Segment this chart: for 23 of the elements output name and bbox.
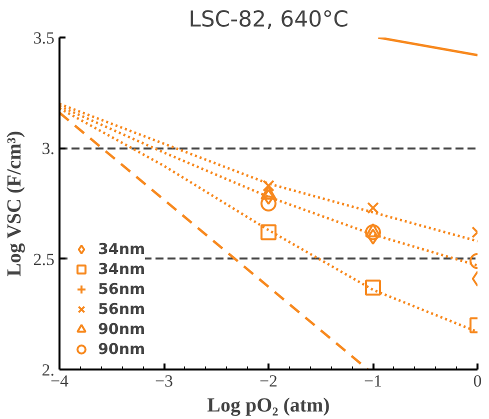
- x-axis-title: Log pO₂ (atm): [207, 394, 330, 416]
- legend-label: 34nm: [98, 240, 146, 258]
- legend-label: 34nm: [98, 260, 146, 278]
- y-tick-label: 3.: [42, 139, 54, 158]
- point: [365, 280, 381, 296]
- point: [367, 202, 379, 214]
- x-tick-label: −1: [364, 372, 382, 390]
- x-tick-label: 0: [473, 372, 482, 390]
- point: [262, 188, 274, 205]
- point: [262, 180, 274, 192]
- y-tick-label: 2.5: [33, 250, 54, 269]
- point: [365, 224, 381, 240]
- legend-label: 56nm: [98, 300, 146, 318]
- legend-label: 90nm: [98, 340, 146, 358]
- y-axis-title: Log VSC (F/cm³): [3, 130, 26, 276]
- point: [367, 228, 379, 245]
- point: [260, 224, 276, 240]
- x-tick-label: −3: [154, 372, 174, 390]
- y-tick-label: 3.5: [33, 28, 54, 48]
- legend-label: 56nm: [98, 280, 146, 298]
- legend-label: 90nm: [98, 320, 146, 338]
- chart-title: LSC-82, 640°C: [188, 8, 348, 32]
- x-tick-label: −2: [259, 372, 278, 390]
